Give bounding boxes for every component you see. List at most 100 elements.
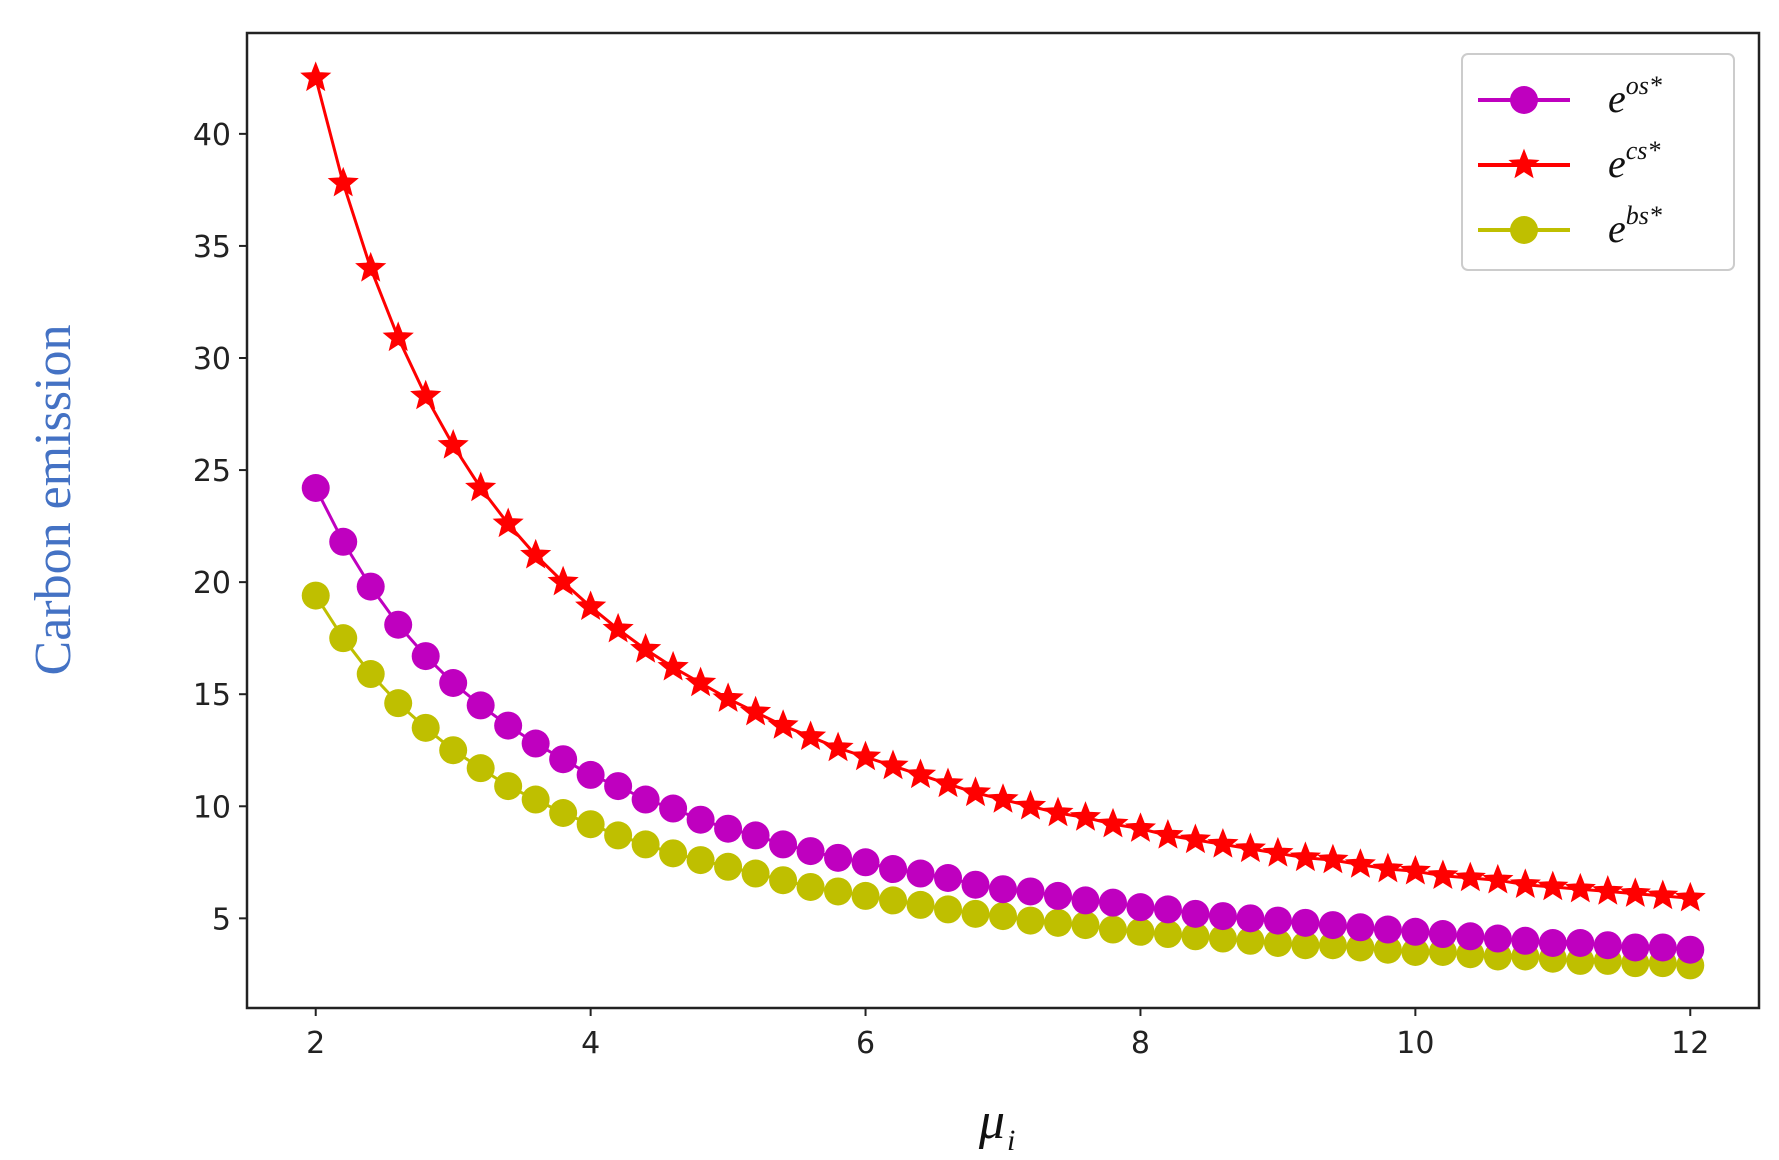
data-point [1454,861,1486,892]
data-point [1537,870,1569,901]
data-point [989,902,1017,931]
series-layer [300,61,1706,980]
data-point [1483,924,1512,953]
data-point [382,321,414,352]
data-point [1648,933,1677,962]
data-point [769,830,798,859]
data-point [355,251,387,282]
legend-marker [1508,148,1540,179]
data-point [1482,863,1514,894]
data-point [1373,915,1402,944]
data-point [1346,913,1375,942]
data-point [1126,893,1155,922]
data-point [1619,877,1651,907]
data-point [1126,917,1155,946]
data-point [1208,902,1237,931]
data-point [602,612,634,643]
data-point [1071,886,1100,915]
data-point [684,666,717,697]
data-point [1401,937,1430,966]
data-point [1236,926,1265,955]
data-point [739,695,772,726]
data-point [906,859,935,888]
data-point [1207,828,1239,858]
series-bs-star [301,581,1705,980]
data-point [741,859,770,888]
data-point [824,843,853,872]
data-point [1016,877,1045,906]
data-point [576,760,605,789]
legend-marker [1510,86,1538,114]
data-point [1566,929,1595,957]
data-point [851,848,880,877]
data-point [1152,819,1184,849]
data-point [1344,848,1376,878]
data-point [741,821,770,850]
data-point [1621,933,1650,962]
data-point [877,749,909,780]
data-point [439,736,468,765]
data-point [1043,881,1072,910]
data-point [1042,796,1074,827]
data-point [1676,935,1705,964]
data-point [767,709,799,739]
data-point [987,783,1019,813]
data-point [1318,911,1347,940]
data-point [714,814,743,843]
data-point [850,740,882,771]
x-axis-label-subscript: i [1007,1124,1015,1157]
x-tick-label: 10 [1396,1026,1434,1061]
legend-marker [1510,216,1538,244]
data-point [822,731,854,762]
data-point [879,855,908,884]
x-tick-label: 8 [1131,1026,1150,1061]
y-axis-label: Carbon emission [25,325,82,676]
data-point [384,689,413,718]
data-point [494,711,523,740]
data-point [714,852,743,881]
data-point [905,758,937,789]
data-point [1346,933,1375,962]
data-point [1399,854,1431,885]
data-point [630,633,662,663]
data-point [1071,911,1100,940]
data-point [549,745,578,774]
data-point [410,379,442,410]
data-point [604,821,633,850]
data-point [795,720,827,751]
data-point [549,799,578,827]
data-point [879,886,908,915]
data-point [1289,841,1322,872]
data-point [1263,929,1292,957]
data-point [631,830,660,859]
data-point [934,864,963,892]
y-tick-label: 5 [212,902,231,937]
data-point [1593,931,1622,960]
y-tick-label: 25 [193,454,231,489]
x-tick-label: 2 [306,1026,325,1061]
data-point [1291,931,1320,960]
series-os-star [301,474,1705,964]
y-tick-label: 40 [193,118,231,153]
data-point [411,713,440,742]
data-point [631,785,660,814]
data-point [1236,904,1265,933]
data-point [356,660,385,689]
data-point [575,590,607,621]
data-point [796,872,825,901]
data-point [824,877,853,906]
data-point [439,669,468,697]
data-point [1511,926,1540,955]
data-point [686,805,715,834]
data-point [1401,917,1430,946]
y-tick-label: 35 [193,230,231,265]
data-point [1181,899,1210,928]
data-point [1043,908,1072,937]
data-point [1153,895,1182,924]
data-point [521,729,550,758]
series-cs-star [300,61,1706,912]
data-point [1674,881,1706,912]
data-point [851,881,880,910]
data-point [989,875,1017,904]
